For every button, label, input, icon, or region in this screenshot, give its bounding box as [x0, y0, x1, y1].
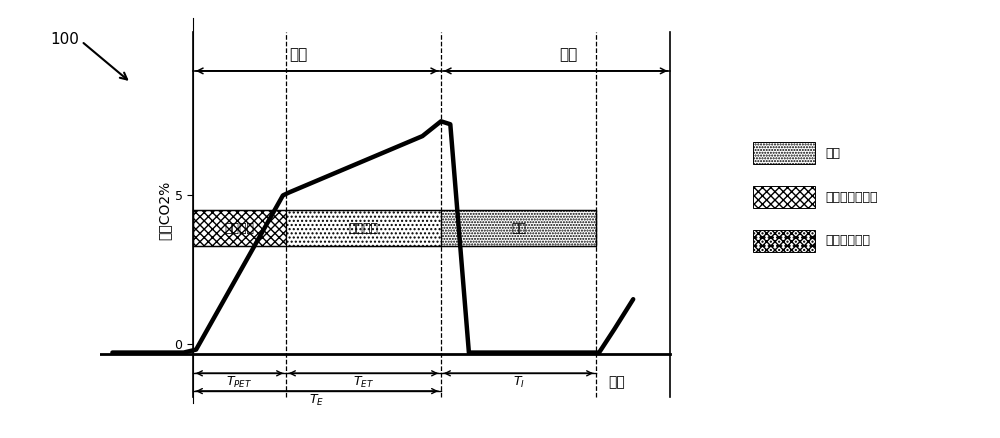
Text: 呼气，呼气末: 呼气，呼气末 [825, 234, 870, 247]
Text: $T_{ET}$: $T_{ET}$ [353, 375, 374, 390]
Y-axis label: 呼吸CO2%: 呼吸CO2% [158, 180, 172, 240]
Bar [193, 210, 286, 246]
Bar [441, 210, 596, 246]
Text: $T_I$: $T_I$ [513, 375, 524, 390]
Bar [286, 210, 441, 246]
Bar [753, 230, 815, 252]
Text: 呼气: 呼气 [289, 47, 308, 62]
Text: $T_E$: $T_E$ [309, 392, 325, 408]
Text: 前呼气末: 前呼气末 [224, 222, 254, 234]
Text: 呼气，前呼气末: 呼气，前呼气末 [825, 191, 878, 204]
Bar [193, 210, 596, 246]
Text: 呼气末期: 呼气末期 [349, 222, 378, 234]
Text: $T_{PET}$: $T_{PET}$ [226, 375, 253, 390]
Text: 100: 100 [50, 32, 79, 47]
Text: 时间: 时间 [608, 375, 625, 389]
Text: 吸气: 吸气 [511, 222, 526, 234]
Bar [753, 186, 815, 208]
Text: 吸气: 吸气 [559, 47, 577, 62]
Bar [753, 142, 815, 164]
Text: 吸气: 吸气 [825, 147, 840, 160]
